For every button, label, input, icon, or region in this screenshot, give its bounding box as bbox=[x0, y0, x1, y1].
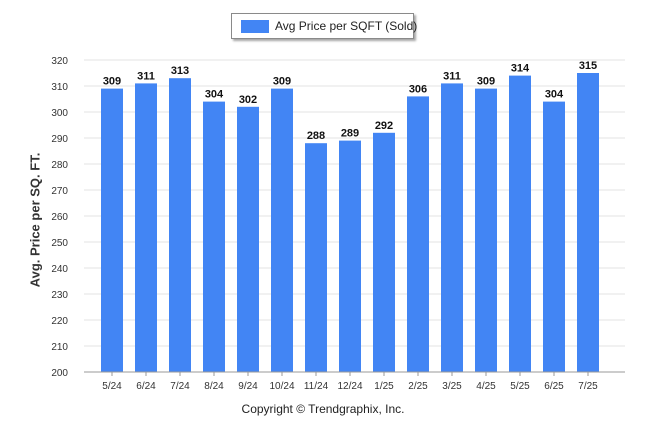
data-label: 306 bbox=[409, 83, 427, 95]
data-label: 313 bbox=[171, 65, 189, 77]
bar[interactable] bbox=[373, 132, 395, 372]
x-tick-label: 8/24 bbox=[204, 381, 224, 392]
legend-label: Avg Price per SQFT (Sold) bbox=[275, 19, 418, 33]
data-label: 288 bbox=[307, 130, 325, 142]
y-tick-label: 220 bbox=[51, 316, 68, 327]
data-label: 304 bbox=[205, 89, 224, 101]
bar[interactable] bbox=[475, 88, 497, 372]
y-tick-label: 270 bbox=[51, 186, 68, 197]
x-tick-label: 4/25 bbox=[476, 381, 496, 392]
y-tick-label: 250 bbox=[51, 238, 68, 249]
y-axis-ticks: 200 210 220 230 240 250 260 270 280 290 300 310 320 bbox=[51, 56, 68, 379]
bar[interactable] bbox=[305, 143, 327, 372]
data-label: 309 bbox=[273, 76, 291, 88]
bar[interactable] bbox=[271, 88, 293, 372]
x-tick-label: 9/24 bbox=[238, 381, 258, 392]
x-tick-label: 10/24 bbox=[269, 381, 294, 392]
bar[interactable] bbox=[407, 96, 429, 373]
legend[interactable]: Avg Price per SQFT (Sold) bbox=[231, 13, 418, 39]
x-tick-label: 5/24 bbox=[102, 381, 122, 392]
y-tick-label: 260 bbox=[51, 212, 68, 223]
bar[interactable] bbox=[509, 75, 531, 372]
data-label: 311 bbox=[443, 70, 461, 82]
data-label: 292 bbox=[375, 120, 393, 132]
y-tick-label: 300 bbox=[51, 108, 68, 119]
data-label: 311 bbox=[137, 70, 155, 82]
data-label: 309 bbox=[103, 76, 121, 88]
x-tick-label: 6/24 bbox=[136, 381, 156, 392]
x-tick-label: 3/25 bbox=[442, 381, 462, 392]
x-tick-label: 12/24 bbox=[337, 381, 362, 392]
bar[interactable] bbox=[339, 140, 361, 372]
data-label: 289 bbox=[341, 128, 359, 140]
data-label: 304 bbox=[545, 89, 564, 101]
bar[interactable] bbox=[169, 78, 191, 372]
y-axis-label: Avg. Price per SQ. FT. bbox=[27, 152, 43, 288]
x-axis-ticks: 5/24 6/24 7/24 8/24 9/24 10/24 11/24 12/24 1/25 2… bbox=[102, 372, 598, 392]
x-tick-label: 7/25 bbox=[578, 381, 598, 392]
data-label: 302 bbox=[239, 94, 257, 106]
bar[interactable] bbox=[543, 101, 565, 372]
x-tick-label: 5/25 bbox=[510, 381, 530, 392]
x-tick-label: 6/25 bbox=[544, 381, 564, 392]
legend-swatch bbox=[241, 20, 269, 33]
y-tick-label: 200 bbox=[51, 368, 68, 379]
copyright-text: Copyright © Trendgraphix, Inc. bbox=[241, 402, 405, 416]
data-labels: 309 311 313 304 302 309 288 289 292 306 311 309 314 3… bbox=[103, 60, 597, 142]
data-label: 315 bbox=[579, 60, 597, 72]
data-label: 309 bbox=[477, 76, 495, 88]
bars bbox=[101, 73, 599, 373]
y-tick-label: 310 bbox=[51, 82, 68, 93]
bar[interactable] bbox=[203, 101, 225, 372]
x-tick-label: 1/25 bbox=[374, 381, 394, 392]
y-tick-label: 280 bbox=[51, 160, 68, 171]
bar[interactable] bbox=[237, 106, 259, 373]
y-tick-label: 290 bbox=[51, 134, 68, 145]
x-tick-label: 2/25 bbox=[408, 381, 428, 392]
x-tick-label: 11/24 bbox=[304, 381, 329, 392]
x-tick-label: 7/24 bbox=[170, 381, 190, 392]
bar[interactable] bbox=[577, 73, 599, 372]
bar[interactable] bbox=[135, 83, 157, 373]
y-tick-label: 320 bbox=[51, 56, 68, 67]
data-label: 314 bbox=[511, 63, 530, 75]
bar[interactable] bbox=[441, 83, 463, 373]
y-tick-label: 230 bbox=[51, 290, 68, 301]
y-tick-label: 240 bbox=[51, 264, 68, 275]
bar[interactable] bbox=[101, 88, 123, 372]
y-tick-label: 210 bbox=[51, 342, 68, 353]
